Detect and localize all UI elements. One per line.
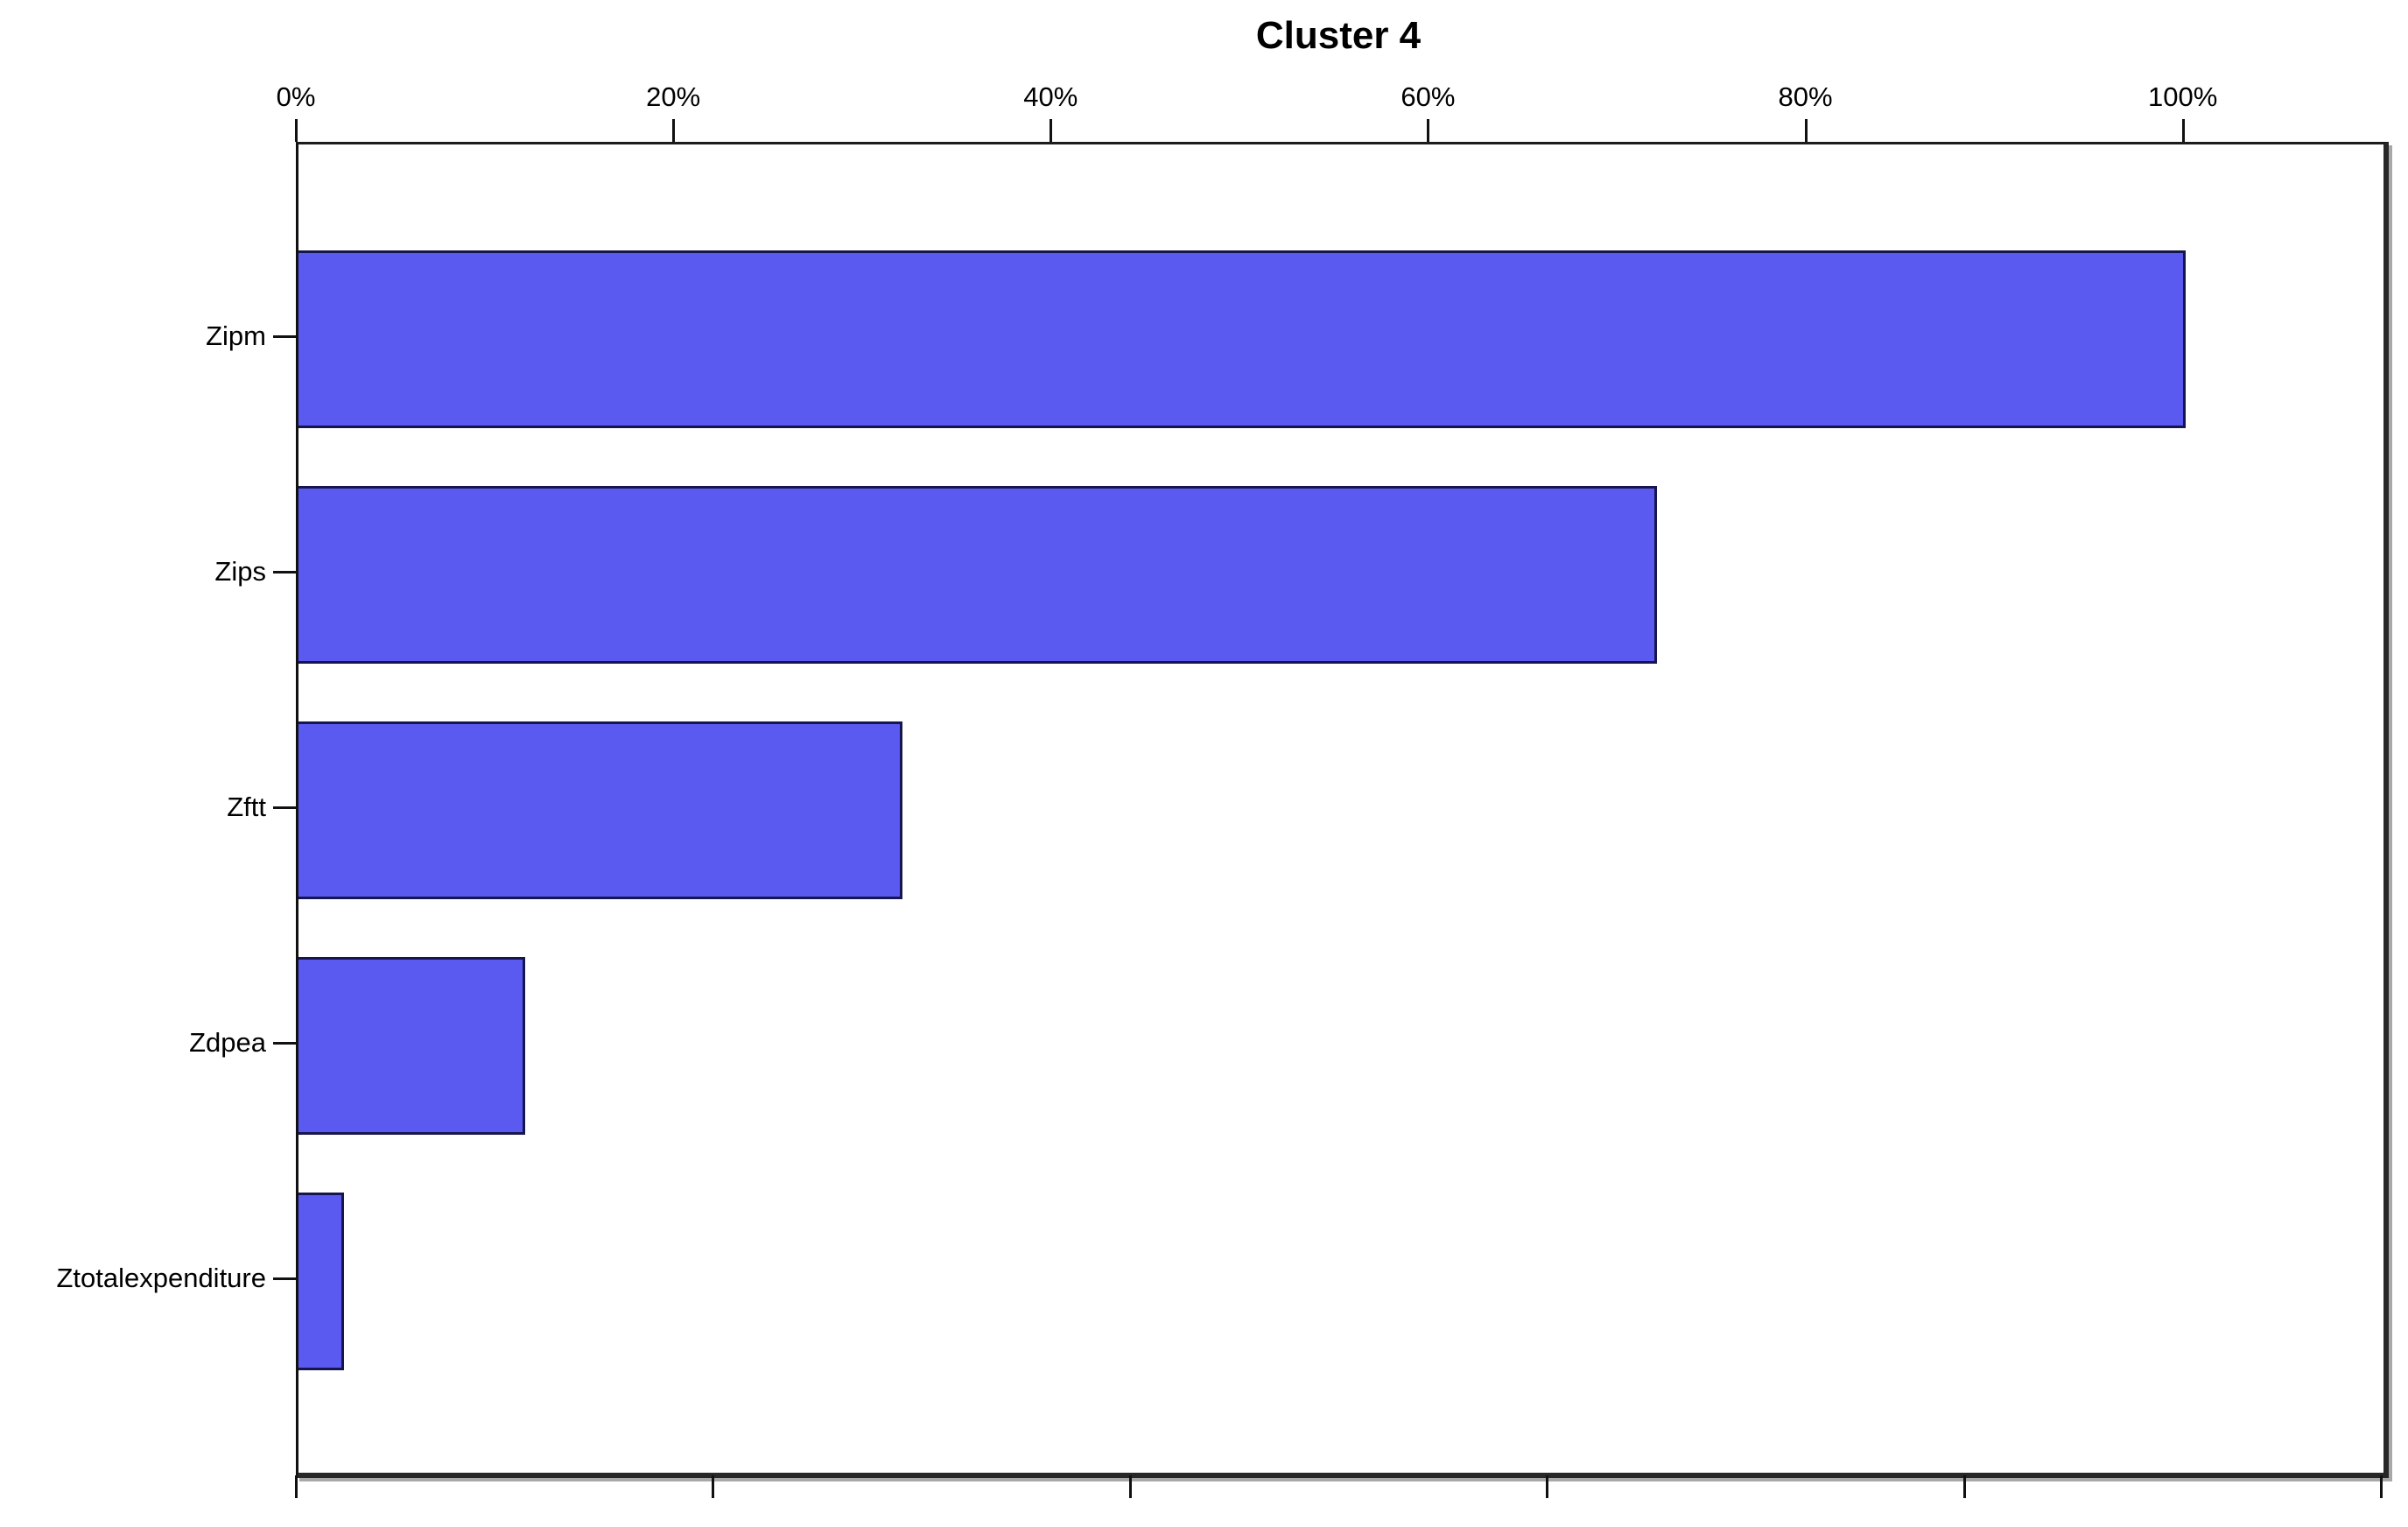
y-axis-tick — [273, 335, 296, 338]
x-axis-tick-label: 20% — [646, 81, 701, 112]
bar-zips — [298, 485, 1658, 664]
bar-zftt — [298, 721, 902, 899]
bottom-axis-tick — [1962, 1475, 1966, 1498]
x-axis-tick-label: 80% — [1778, 81, 1833, 112]
x-axis-tick-label: 40% — [1023, 81, 1078, 112]
y-axis-tick-label: Zipm — [206, 320, 266, 351]
bar-zipm — [298, 250, 2186, 428]
chart-title: Cluster 4 — [1255, 14, 1422, 57]
x-axis-tick-label: 0% — [276, 81, 316, 112]
bottom-axis-tick — [295, 1475, 298, 1498]
x-axis-tick-label: 100% — [2147, 81, 2218, 112]
y-axis-tick-label: Zftt — [227, 792, 266, 822]
x-axis-tick-label: 60% — [1401, 81, 1456, 112]
bar-zdpea — [298, 956, 525, 1135]
x-axis-tick — [1050, 119, 1053, 142]
bottom-axis-tick — [1128, 1475, 1132, 1498]
y-axis-tick-label: Zdpea — [189, 1027, 266, 1058]
x-axis-tick — [295, 119, 298, 142]
x-axis-tick — [1804, 119, 1808, 142]
bottom-axis-tick — [1546, 1475, 1549, 1498]
x-axis-tick — [672, 119, 676, 142]
y-axis-tick — [273, 1277, 296, 1280]
y-axis-tick-label: Ztotalexpenditure — [56, 1263, 266, 1293]
y-axis-tick-label: Zips — [214, 556, 266, 587]
y-axis-tick — [273, 571, 296, 574]
y-axis-tick — [273, 806, 296, 809]
y-axis-tick — [273, 1042, 296, 1045]
bar-ztotalexpenditure — [298, 1192, 344, 1370]
x-axis-tick — [1427, 119, 1430, 142]
x-axis-tick — [2181, 119, 2185, 142]
bottom-axis-tick — [712, 1475, 715, 1498]
plot-area — [296, 142, 2389, 1478]
bottom-axis-tick — [2380, 1475, 2383, 1498]
